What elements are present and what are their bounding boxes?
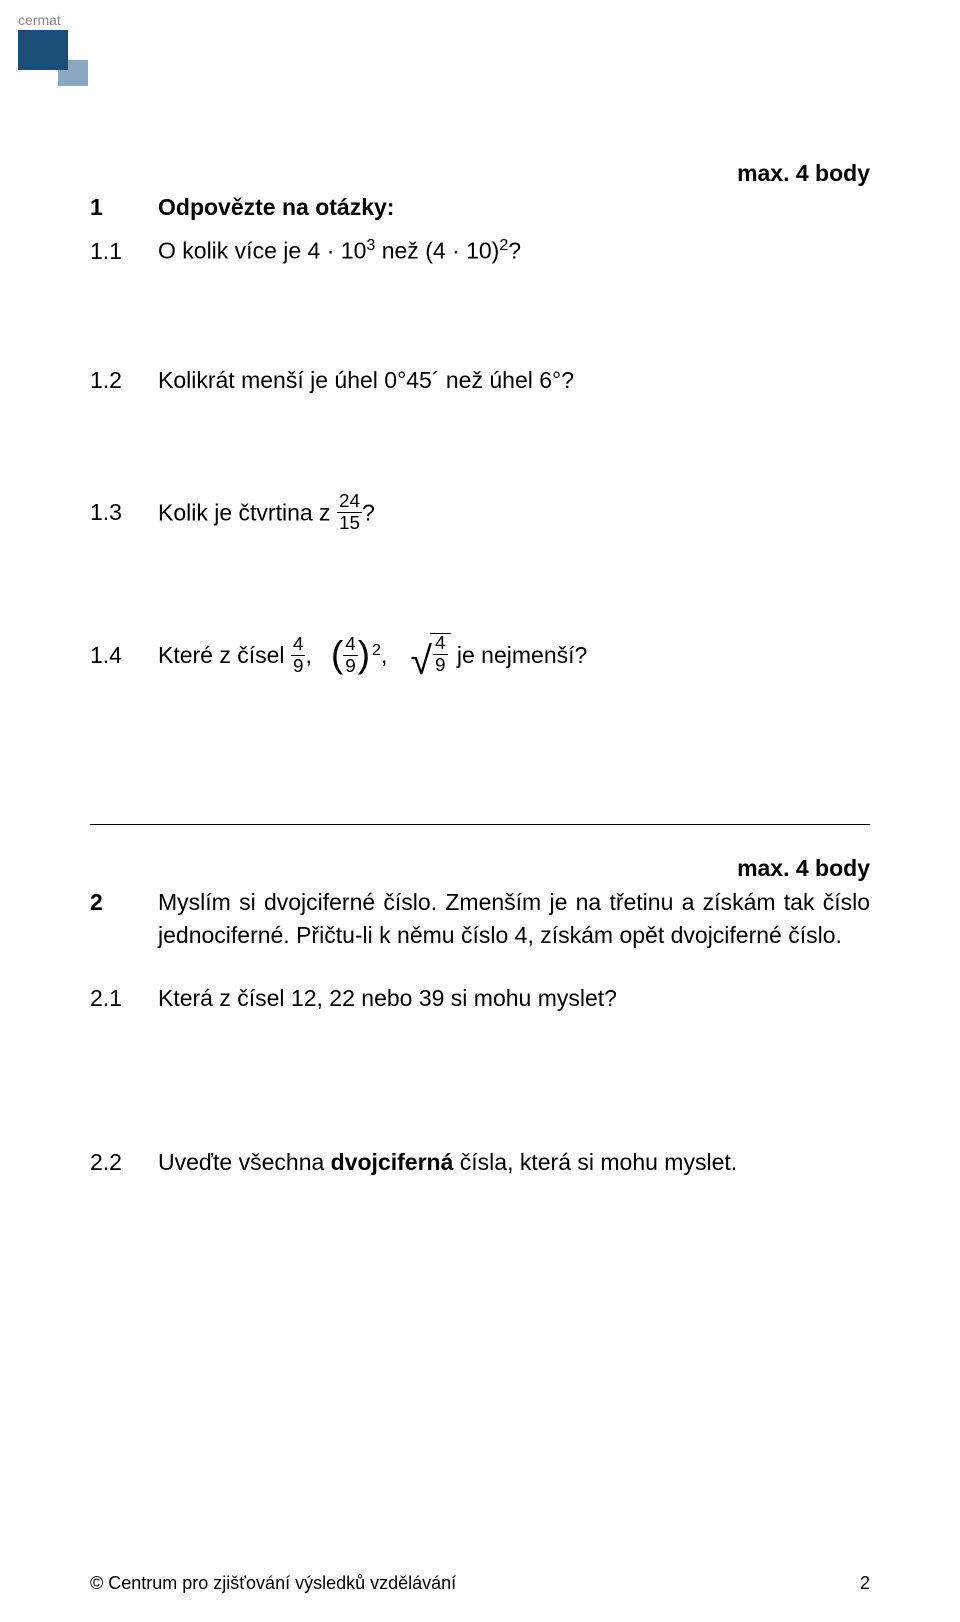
q1-4-post: je nejmenší? bbox=[457, 642, 587, 668]
q1-heading: Odpovězte na otázky: bbox=[158, 191, 870, 224]
rparen: ) bbox=[358, 634, 370, 675]
q1-3-post: ? bbox=[362, 499, 375, 525]
q2-num: 2 bbox=[90, 889, 158, 916]
q1-4-pre: Které z čísel bbox=[158, 642, 291, 668]
cermat-logo: cermat bbox=[18, 12, 88, 86]
q1-1-exp2: 2 bbox=[499, 236, 508, 254]
q2-2-post: čísla, která si mohu myslet. bbox=[453, 1149, 737, 1175]
logo-text: cermat bbox=[18, 12, 88, 28]
comma1: , bbox=[305, 642, 324, 668]
q1-2-num: 1.2 bbox=[90, 367, 158, 394]
q1-4-f2: 49 bbox=[343, 635, 358, 676]
q2-2-bold: dvojciferná bbox=[331, 1149, 454, 1175]
q1-1-expr2: (4 · 10) bbox=[425, 238, 499, 264]
q1-2-text: Kolikrát menší je úhel 0°45´ než úhel 6°… bbox=[158, 364, 870, 397]
q1-4-row: 1.4 Které z čísel 49, (49)2, √ 49 je nej… bbox=[90, 630, 870, 683]
q1-1-expr1: 4 · 10 bbox=[308, 238, 367, 264]
q1-points: max. 4 body bbox=[90, 160, 870, 187]
q1-4-text: Které z čísel 49, (49)2, √ 49 je nejmenš… bbox=[158, 630, 870, 683]
content: max. 4 body 1 Odpovězte na otázky: 1.1 O… bbox=[90, 20, 870, 1179]
q1-3-text: Kolik je čtvrtina z 2415? bbox=[158, 494, 870, 535]
q1-4-num: 1.4 bbox=[90, 642, 158, 669]
q2-head-val: 4 bbox=[515, 922, 528, 948]
footer-left: © Centrum pro zjišťování výsledků vzdělá… bbox=[90, 1573, 456, 1594]
q2-points: max. 4 body bbox=[90, 855, 870, 882]
q1-1-pre: O kolik více je bbox=[158, 238, 308, 264]
footer: © Centrum pro zjišťování výsledků vzdělá… bbox=[90, 1573, 870, 1594]
q1-1-num: 1.1 bbox=[90, 238, 158, 265]
q2-head-b: , získám opět dvojciferné číslo. bbox=[527, 922, 841, 948]
q1-4-f2exp: 2 bbox=[372, 641, 381, 659]
q2-heading: Myslím si dvojciferné číslo. Zmenším je … bbox=[158, 886, 870, 953]
comma2: , bbox=[381, 642, 400, 668]
q1-3-frac: 2415 bbox=[337, 492, 362, 533]
q1-3-num: 1.3 bbox=[90, 499, 158, 526]
sqrt-icon: √ bbox=[411, 646, 432, 677]
q1-4-f1: 49 bbox=[291, 635, 306, 676]
q2-1-row: 2.1 Která z čísel 12, 22 nebo 39 si mohu… bbox=[90, 982, 870, 1015]
section-divider bbox=[90, 824, 870, 825]
lparen: ( bbox=[331, 634, 343, 675]
q1-1-exp1: 3 bbox=[366, 236, 375, 254]
q2-2-num: 2.2 bbox=[90, 1149, 158, 1176]
footer-page-number: 2 bbox=[860, 1573, 870, 1594]
page: cermat max. 4 body 1 Odpovězte na otázky… bbox=[0, 0, 960, 1622]
logo-shape bbox=[18, 30, 88, 86]
q2-2-row: 2.2 Uveďte všechna dvojciferná čísla, kt… bbox=[90, 1146, 870, 1179]
q1-4-sqrt: √ 49 bbox=[411, 633, 451, 677]
q1-num: 1 bbox=[90, 194, 158, 221]
q2-2-pre: Uveďte všechna bbox=[158, 1149, 331, 1175]
q2-2-text: Uveďte všechna dvojciferná čísla, která … bbox=[158, 1146, 870, 1179]
q2-heading-row: 2 Myslím si dvojciferné číslo. Zmenším j… bbox=[90, 886, 870, 953]
q1-3-row: 1.3 Kolik je čtvrtina z 2415? bbox=[90, 494, 870, 535]
q1-1-text: O kolik více je 4 · 103 než (4 · 10)2? bbox=[158, 234, 870, 268]
q2-1-num: 2.1 bbox=[90, 985, 158, 1012]
q1-heading-row: 1 Odpovězte na otázky: bbox=[90, 191, 870, 224]
q1-4-f3: 49 bbox=[433, 634, 448, 675]
q1-1-post: ? bbox=[508, 238, 521, 264]
q1-3-pre: Kolik je čtvrtina z bbox=[158, 499, 337, 525]
q1-1-mid: než bbox=[375, 238, 425, 264]
q2-1-text: Která z čísel 12, 22 nebo 39 si mohu mys… bbox=[158, 982, 870, 1015]
q1-2-row: 1.2 Kolikrát menší je úhel 0°45´ než úhe… bbox=[90, 364, 870, 397]
q1-1-row: 1.1 O kolik více je 4 · 103 než (4 · 10)… bbox=[90, 234, 870, 268]
